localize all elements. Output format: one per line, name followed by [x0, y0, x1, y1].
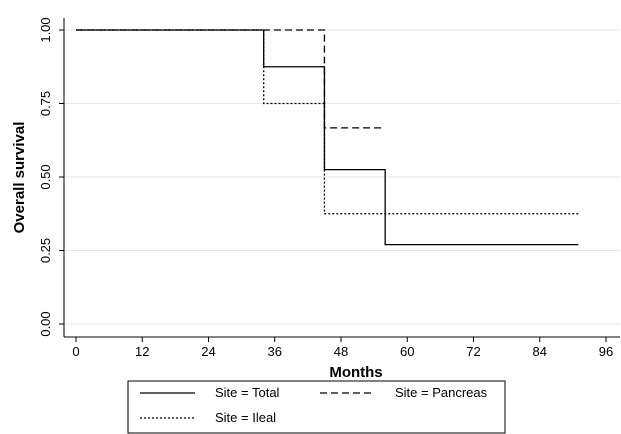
legend-label: Site = Total — [215, 385, 280, 400]
x-tick-label: 24 — [201, 344, 215, 359]
series-line-dashed — [76, 29, 386, 129]
y-tick-label: 0.75 — [38, 91, 53, 116]
series-line-dotted — [76, 29, 579, 215]
gridlines — [64, 29, 620, 325]
series-line-solid — [76, 29, 579, 246]
x-tick-label: 36 — [268, 344, 282, 359]
y-tick-label: 0.00 — [38, 311, 53, 336]
x-ticks: 0 12 24 36 48 60 72 84 96 — [72, 337, 613, 359]
x-tick-label: 60 — [400, 344, 414, 359]
x-tick-label: 0 — [72, 344, 79, 359]
x-tick-label: 48 — [334, 344, 348, 359]
y-tick-label: 0.50 — [38, 164, 53, 189]
x-tick-label: 84 — [533, 344, 547, 359]
x-tick-label: 12 — [135, 344, 149, 359]
legend-label: Site = Ileal — [215, 410, 276, 425]
y-axis-label: Overall survival — [11, 122, 28, 234]
y-tick-label: 0.25 — [38, 238, 53, 263]
legend-box — [127, 380, 506, 434]
series-lines — [76, 29, 579, 246]
legend: Site = Total Site = Pancreas Site = Ileal — [127, 380, 506, 434]
y-ticks: 0.00 0.25 0.50 0.75 1.00 — [38, 17, 64, 337]
x-tick-label: 96 — [599, 344, 613, 359]
x-axis-label: Months — [329, 364, 382, 381]
x-tick-label: 72 — [466, 344, 480, 359]
legend-label: Site = Pancreas — [395, 385, 488, 400]
y-tick-label: 1.00 — [38, 17, 53, 42]
